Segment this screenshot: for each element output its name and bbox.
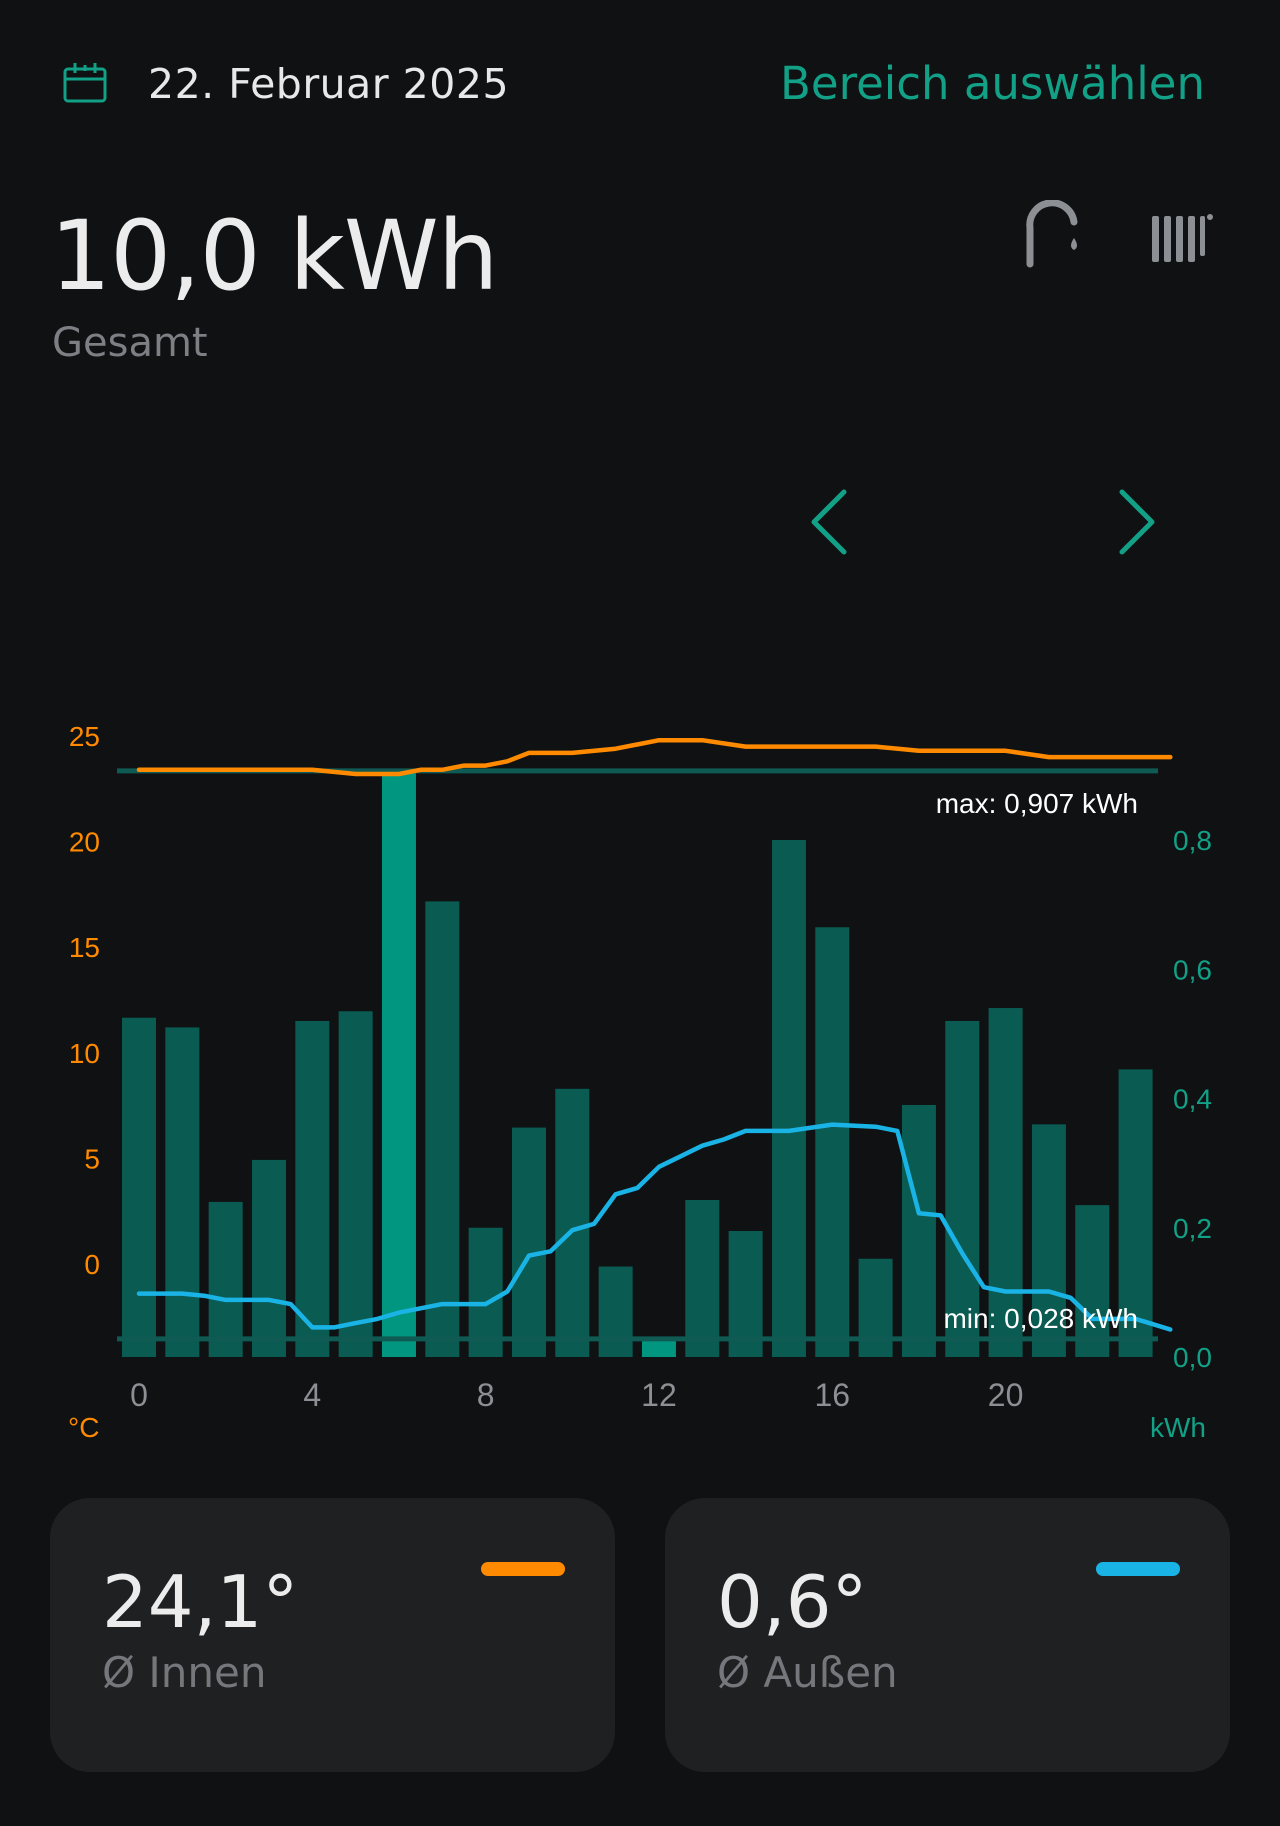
temperature-axis: 25 20 15 10 5 0 — [69, 721, 100, 1280]
date-label[interactable]: 22. Februar 2025 — [148, 60, 510, 108]
energy-bar-0 — [122, 1017, 156, 1357]
indoor-average-value: 24,1° — [102, 1560, 299, 1644]
energy-bar-5 — [338, 1011, 373, 1357]
energy-tick-1: 0,6 — [1173, 954, 1212, 985]
temperature-tick-5: 0 — [84, 1249, 100, 1280]
energy-bar-2 — [208, 1201, 243, 1357]
hour-tick-16: 16 — [814, 1377, 850, 1413]
energy-bar-10 — [555, 1088, 590, 1357]
indoor-temperature-line — [136, 737, 1173, 777]
chevron-left-icon[interactable] — [800, 482, 860, 562]
energy-bar-6 — [381, 770, 416, 1357]
energy-bars — [122, 770, 1153, 1357]
hour-tick-4: 4 — [303, 1377, 321, 1413]
energy-bar-1 — [165, 1027, 200, 1357]
energy-tick-4: 0,0 — [1173, 1342, 1212, 1373]
hour-tick-20: 20 — [988, 1377, 1024, 1413]
select-range-link[interactable]: Bereich auswählen — [780, 57, 1205, 110]
max-energy-label: max: 0,907 kWh — [936, 788, 1138, 819]
energy-bar-21 — [1031, 1124, 1066, 1357]
energy-bar-8 — [468, 1227, 503, 1357]
energy-bar-4 — [295, 1020, 330, 1357]
temperature-tick-4: 5 — [84, 1143, 100, 1174]
energy-bar-9 — [511, 1127, 546, 1357]
energy-unit-label: kWh — [1150, 1412, 1206, 1440]
total-energy-label: Gesamt — [52, 320, 208, 366]
indoor-average-label: Ø Innen — [102, 1648, 267, 1697]
outdoor-temperature-line — [136, 1122, 1173, 1332]
energy-bar-16 — [815, 927, 850, 1357]
hour-tick-0: 0 — [130, 1377, 148, 1413]
outdoor-legend-swatch — [1096, 1562, 1180, 1576]
total-energy-value: 10,0 kWh — [50, 200, 499, 312]
outdoor-average-card[interactable]: 0,6° Ø Außen — [665, 1498, 1230, 1772]
energy-axis: 0,8 0,6 0,4 0,2 0,0 — [1173, 825, 1212, 1373]
radiator-icon[interactable] — [1148, 208, 1214, 266]
energy-bar-12 — [641, 1338, 676, 1357]
indoor-legend-swatch — [481, 1562, 565, 1576]
energy-bar-18 — [901, 1104, 936, 1357]
hour-tick-12: 12 — [641, 1377, 677, 1413]
energy-bar-11 — [598, 1266, 633, 1357]
min-energy-label: min: 0,028 kWh — [943, 1303, 1138, 1334]
temperature-tick-1: 20 — [69, 827, 100, 858]
temperature-tick-2: 15 — [69, 932, 100, 963]
energy-bar-20 — [988, 1008, 1023, 1357]
hour-tick-8: 8 — [477, 1377, 495, 1413]
header: 22. Februar 2025 Bereich auswählen — [0, 0, 1280, 170]
calendar-icon[interactable] — [62, 60, 108, 104]
energy-tick-2: 0,4 — [1173, 1084, 1212, 1115]
hour-axis: 0 4 8 12 16 20 — [130, 1377, 1023, 1413]
energy-bar-13 — [685, 1199, 720, 1357]
energy-bar-17 — [858, 1258, 893, 1357]
energy-bar-3 — [251, 1159, 286, 1357]
chevron-right-icon[interactable] — [1106, 482, 1166, 562]
energy-bar-7 — [425, 901, 460, 1357]
energy-bar-22 — [1075, 1205, 1110, 1357]
water-tap-icon[interactable] — [1024, 200, 1086, 274]
outdoor-average-label: Ø Außen — [717, 1648, 898, 1697]
temperature-unit-label: °C — [68, 1412, 99, 1440]
energy-bar-15 — [771, 840, 806, 1357]
energy-tick-3: 0,2 — [1173, 1213, 1212, 1244]
indoor-average-card[interactable]: 24,1° Ø Innen — [50, 1498, 615, 1772]
outdoor-average-value: 0,6° — [717, 1560, 868, 1644]
temperature-tick-0: 25 — [69, 721, 100, 752]
energy-bar-23 — [1118, 1069, 1153, 1357]
temperature-tick-3: 10 — [69, 1038, 100, 1069]
energy-tick-0: 0,8 — [1173, 825, 1212, 856]
energy-bar-19 — [945, 1020, 980, 1357]
energy-bar-14 — [728, 1230, 763, 1357]
